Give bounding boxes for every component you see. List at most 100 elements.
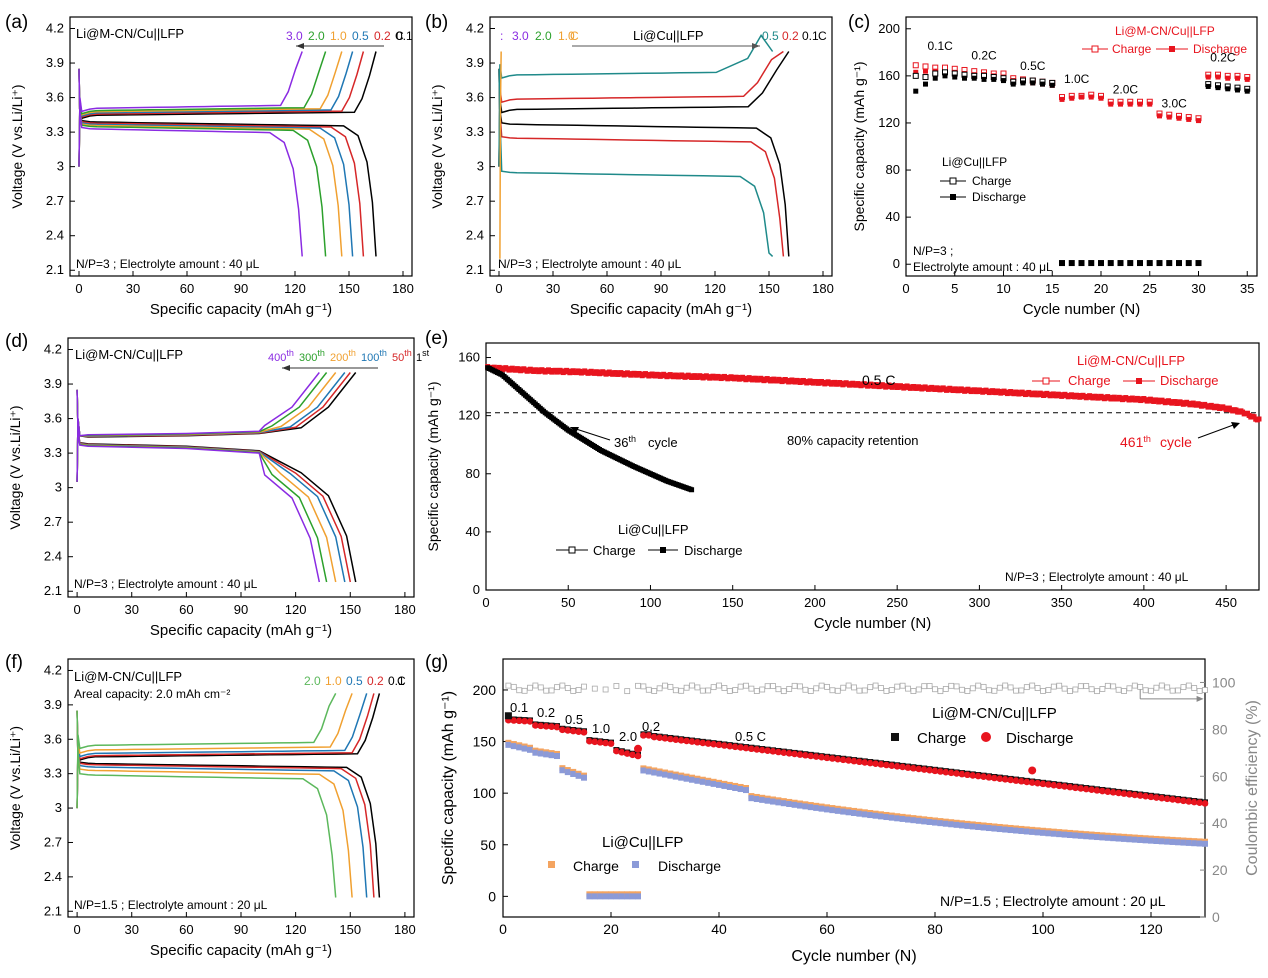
data-point (586, 893, 593, 900)
ce-point (689, 682, 695, 689)
rate-label: 0.2 (537, 705, 555, 720)
data-point (710, 740, 717, 748)
data-point (1088, 260, 1094, 266)
charge-curve-0.2 (498, 50, 784, 167)
annotation: cycle (1160, 434, 1192, 450)
data-point (888, 814, 895, 821)
x-tick-label: 40 (711, 921, 727, 937)
ce-point (1164, 684, 1171, 691)
ce-point (942, 686, 949, 692)
x-axis-title: Cycle number (N) (814, 615, 932, 632)
data-point (948, 821, 955, 828)
ce-point (991, 687, 998, 694)
ce-point (748, 685, 755, 692)
ce-point (1142, 687, 1149, 694)
y2-tick-label: 0 (1212, 909, 1220, 925)
legend-title: Li@M-CN/Cu||LFP (1115, 24, 1215, 38)
legend-marker (632, 861, 639, 868)
data-point (962, 75, 967, 81)
charge-curve-0.5 (498, 34, 774, 167)
data-point (753, 796, 760, 803)
data-point (1205, 83, 1211, 89)
data-point (1244, 76, 1250, 82)
y-tick-label: 3.6 (46, 90, 64, 105)
discharge-curve-0.1 (78, 68, 377, 257)
ce-point (1018, 687, 1025, 694)
data-point (704, 740, 712, 747)
chart-note: N/P=1.5 ; Electrolyte amount : 20 μL (940, 893, 1166, 909)
x-tick-label: 0 (75, 281, 82, 296)
ce-point (510, 683, 517, 690)
data-point (923, 68, 928, 74)
y-tick-label: 2.4 (466, 228, 484, 243)
data-point (969, 823, 976, 830)
data-point (1196, 260, 1201, 266)
ce-point (1191, 685, 1198, 691)
data-point (677, 737, 685, 744)
data-point (596, 739, 604, 746)
data-point (1012, 777, 1020, 784)
data-point (721, 742, 728, 749)
data-point (888, 762, 896, 769)
data-point (689, 487, 695, 493)
data-point (710, 780, 717, 787)
data-point (775, 748, 782, 756)
y-tick-label: 3.3 (44, 445, 62, 460)
data-point (1142, 837, 1149, 844)
data-point (689, 776, 695, 783)
y2-tick-label: 80 (1212, 721, 1228, 737)
data-point (624, 893, 631, 900)
data-point (548, 723, 555, 730)
ce-point (521, 687, 528, 694)
legend-item: 300th (299, 348, 325, 364)
data-point (1066, 783, 1074, 791)
legend-arrowhead (282, 365, 290, 371)
legend-marker (548, 861, 555, 868)
data-point (537, 750, 544, 757)
data-point (591, 893, 598, 900)
data-point (1235, 75, 1240, 81)
x-tick-label: 60 (179, 922, 193, 937)
data-point (634, 744, 642, 753)
legend-item: 0.1 (396, 29, 413, 43)
x-tick-label: 20 (1094, 281, 1108, 296)
ce-point (516, 687, 523, 694)
x-tick-label: 80 (927, 921, 943, 937)
data-point (705, 779, 712, 786)
legend-item: 0.2 (782, 29, 799, 43)
data-point (591, 738, 599, 746)
data-point (516, 744, 523, 751)
data-point (1191, 840, 1198, 847)
ce-point (953, 683, 960, 690)
data-point (905, 816, 911, 823)
data-point (915, 817, 922, 824)
rate-label: 0.2 (642, 719, 660, 734)
ce-point (554, 684, 560, 691)
legend-item: 0.1 (388, 674, 405, 688)
y2-axis-title: Coulombic efficiency (%) (1244, 700, 1261, 876)
ce-point (818, 682, 825, 689)
data-point (1175, 839, 1181, 846)
data-point (878, 813, 884, 820)
data-point (1235, 87, 1240, 93)
data-point (872, 812, 879, 819)
data-point (640, 732, 647, 739)
legend-item: 200th (330, 348, 356, 364)
x-tick-label: 120 (704, 281, 726, 296)
data-point (515, 717, 523, 725)
legend-label: Charge (917, 730, 966, 747)
legend-item: 0.1 (802, 29, 819, 43)
data-point (581, 774, 587, 781)
legend-unit: C (397, 674, 406, 688)
data-point (1094, 834, 1100, 841)
data-point (1186, 116, 1192, 122)
data-point (974, 772, 982, 780)
data-point (980, 824, 987, 831)
x-tick-label: 100 (1031, 921, 1055, 937)
charge-curve-3.0 (78, 51, 303, 167)
data-point (1110, 835, 1117, 842)
y-tick-label: 4.2 (46, 21, 64, 36)
data-point (759, 796, 766, 803)
rate-label: 0.5C (1020, 59, 1046, 73)
legend-item: 0.5 (346, 674, 363, 688)
